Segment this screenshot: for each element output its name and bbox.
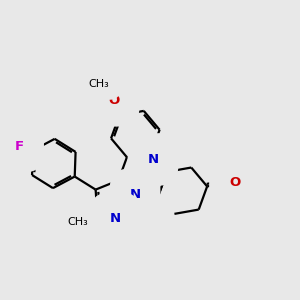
Text: CH₃: CH₃ <box>67 217 88 227</box>
Text: N: N <box>130 188 141 201</box>
Text: N: N <box>110 212 121 225</box>
Text: CH₃: CH₃ <box>89 79 110 89</box>
Text: N: N <box>147 153 159 166</box>
Text: O: O <box>229 176 240 190</box>
Text: F: F <box>15 140 24 153</box>
Text: N: N <box>130 188 141 201</box>
Text: O: O <box>109 94 120 107</box>
Text: N: N <box>110 212 121 225</box>
Text: F: F <box>15 140 24 153</box>
Text: CH₃: CH₃ <box>67 217 88 227</box>
Text: CH₃: CH₃ <box>89 79 110 89</box>
Text: O: O <box>229 176 240 190</box>
Text: O: O <box>109 94 120 107</box>
Text: N: N <box>147 153 159 166</box>
